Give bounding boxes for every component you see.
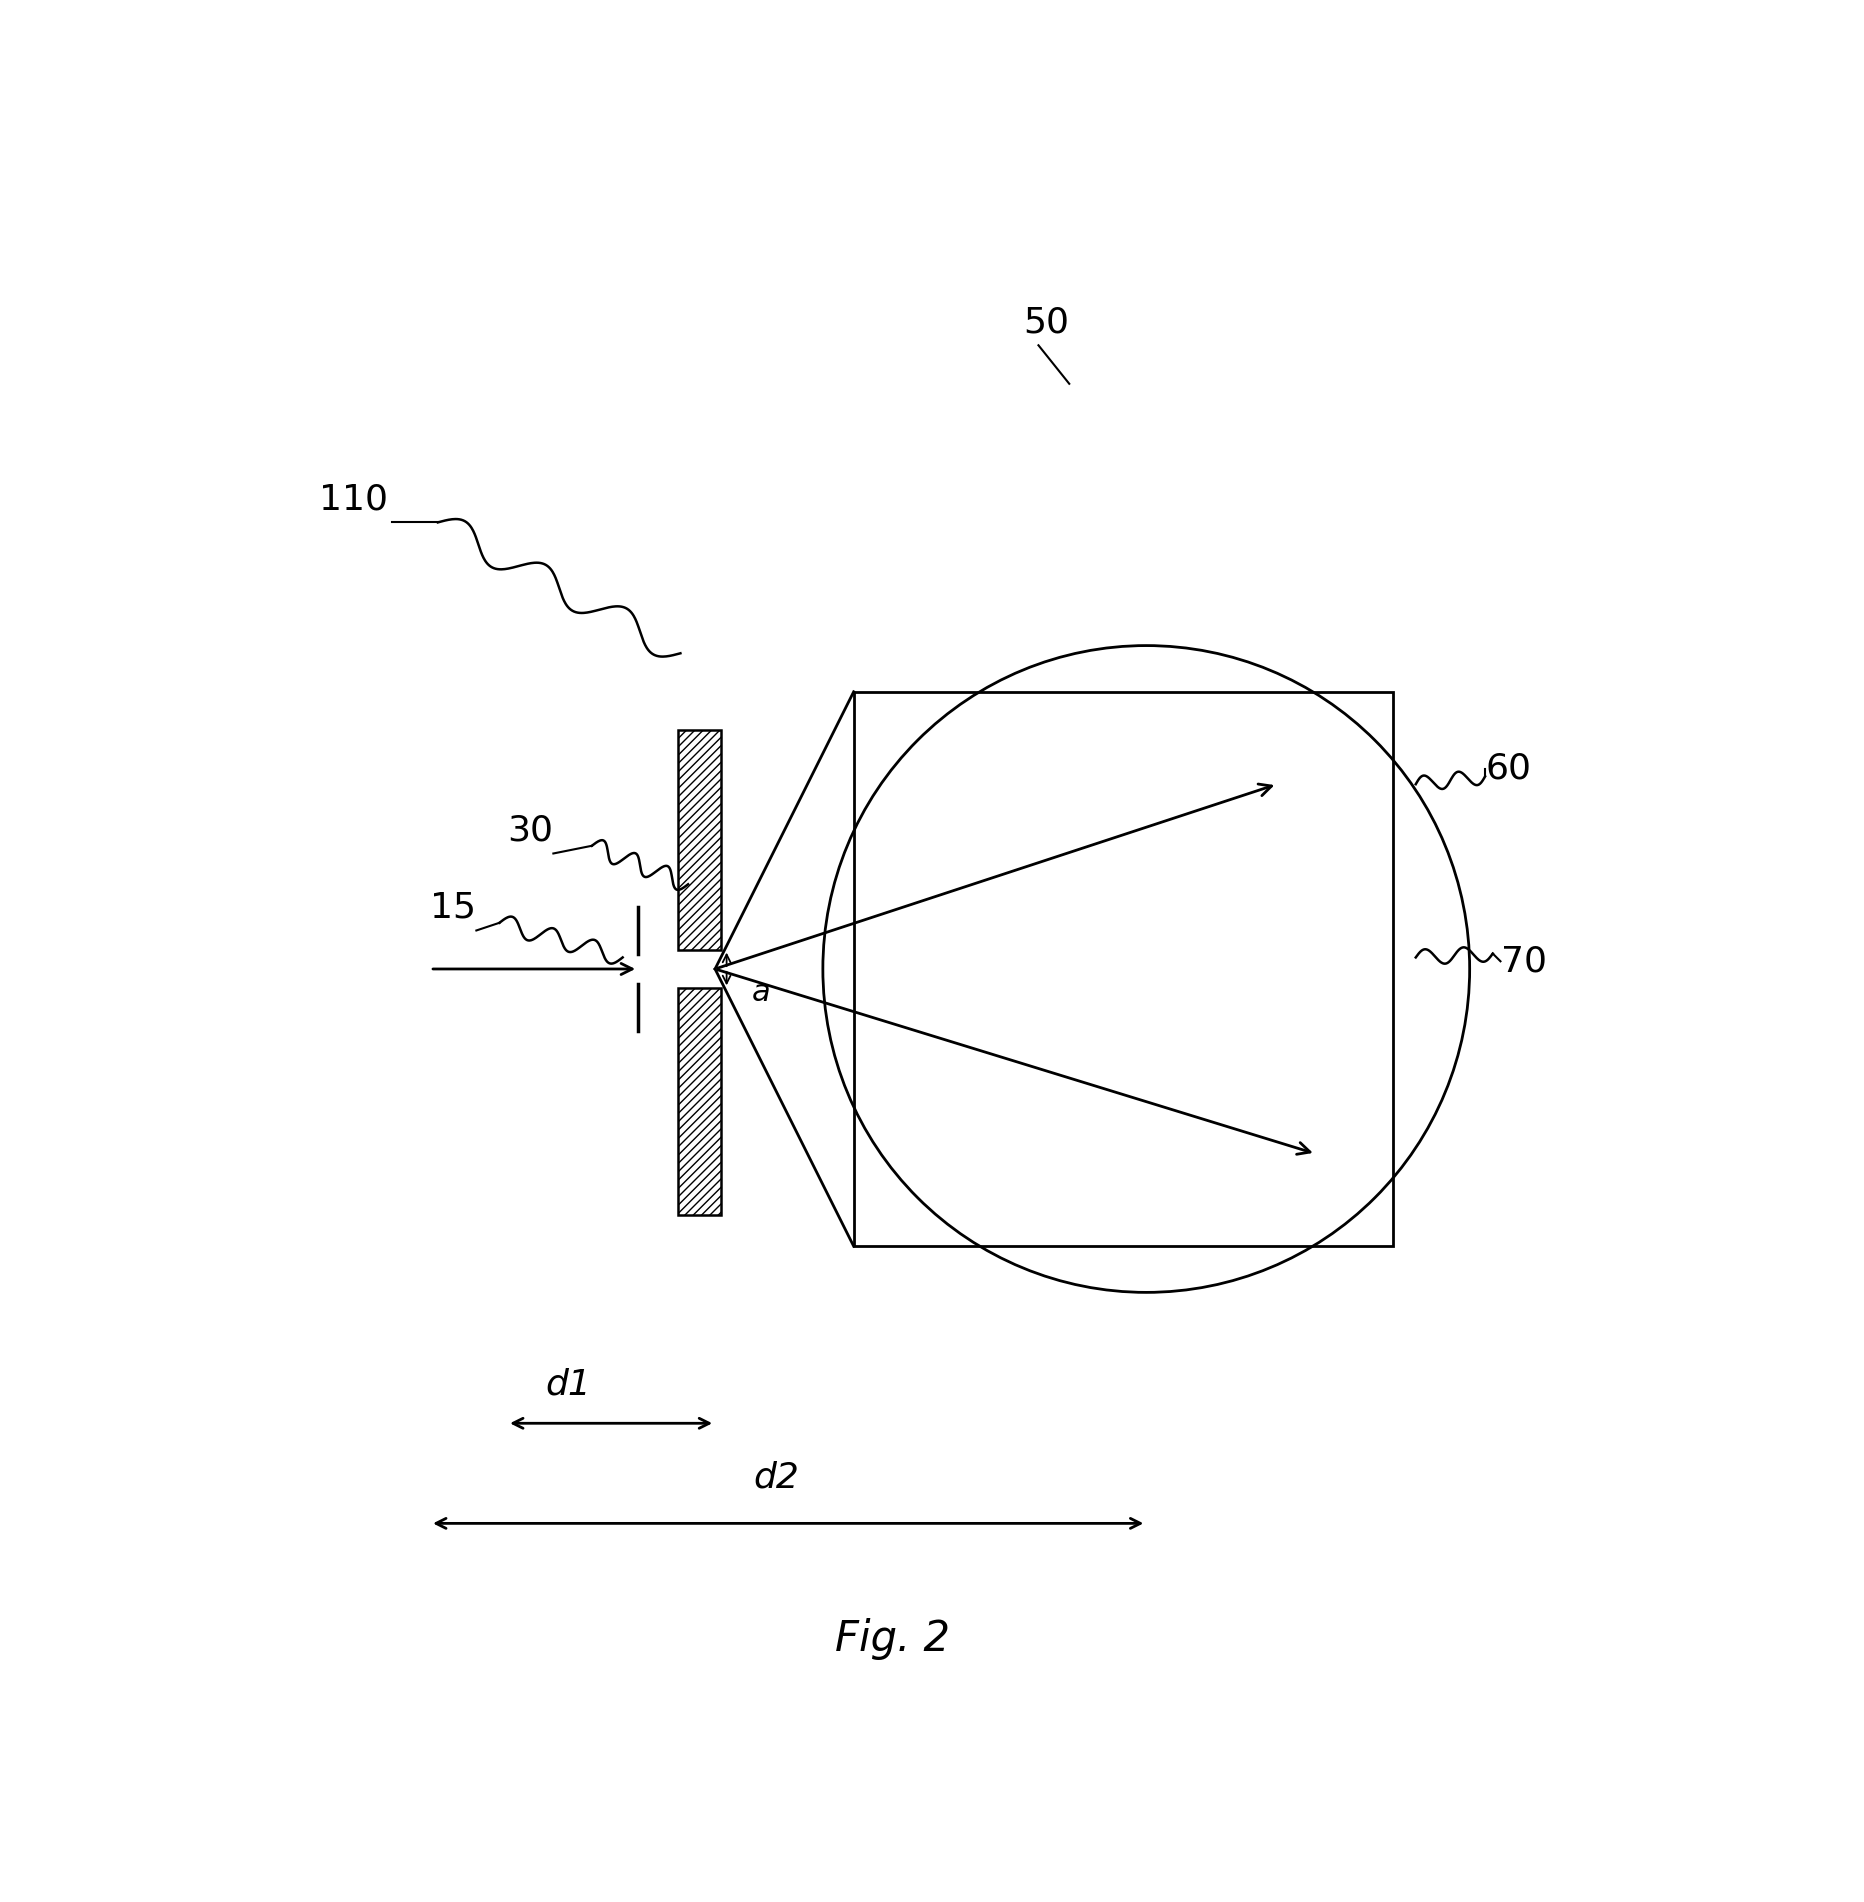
Text: d2: d2 <box>753 1461 800 1495</box>
Text: 60: 60 <box>1486 751 1530 786</box>
Text: 50: 50 <box>1023 304 1070 339</box>
Text: 15: 15 <box>431 890 477 924</box>
Bar <box>678 989 721 1215</box>
Text: 30: 30 <box>507 814 554 848</box>
Text: 70: 70 <box>1501 943 1547 978</box>
Bar <box>854 692 1392 1246</box>
Text: Fig. 2: Fig. 2 <box>835 1619 949 1660</box>
Bar <box>678 730 721 949</box>
Text: d1: d1 <box>546 1368 591 1402</box>
Text: 110: 110 <box>319 483 388 515</box>
Text: a: a <box>751 978 770 1006</box>
